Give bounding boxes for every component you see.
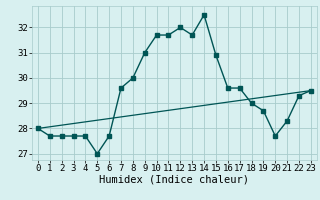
X-axis label: Humidex (Indice chaleur): Humidex (Indice chaleur) bbox=[100, 175, 249, 185]
